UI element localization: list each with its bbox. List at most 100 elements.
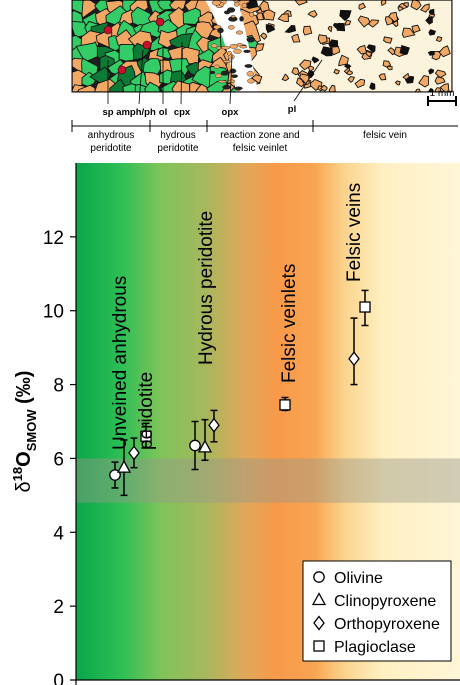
mineral-grain [354,78,366,89]
mineral-grain [182,7,201,25]
legend-label: Clinopyroxene [334,593,436,610]
y-tick-label: 4 [53,523,64,544]
mineral-grain [438,45,451,58]
reaction-grain [222,59,232,63]
mineral-grain [76,84,96,92]
mineral-label-pl: pl [288,104,296,115]
mineral-grain [401,27,416,38]
reaction-grain [211,0,221,6]
mineral-grain [259,32,268,40]
data-point-plagioclase [359,301,371,313]
mineral-grain [118,44,138,62]
zone-label-reaction-1: reaction zone and [220,130,300,141]
reaction-grain [241,2,248,9]
mineral-grain [418,74,430,88]
normal-mantle-band [76,458,460,503]
scale-bar-label: 1 mm [430,88,455,99]
data-point-orthopyroxene [348,351,360,367]
reaction-grain [239,16,244,22]
group-label: Hydrous peridotite [196,211,217,365]
reaction-grain [233,48,242,54]
mineral-grain [414,88,422,92]
reaction-grain [227,7,236,13]
reaction-grain [233,1,240,7]
reaction-grain [218,80,227,84]
data-point-plagioclase [140,430,152,442]
mineral-grain [428,29,436,36]
mineral-grain [307,9,318,18]
zone-bracket: anhydrous peridotite hydrous peridotite … [71,120,458,154]
mineral-grain [369,82,376,90]
plot-area: 0 2 4 6 8 10 12 δ18OSMOW (‰) Unveined anhydrous p… [10,163,460,685]
mineral-grain [339,9,352,22]
mineral-labels: sp amph/ph ol cpx opx pl [102,41,323,118]
mineral-grain [347,76,356,83]
mineral-grain [367,19,380,28]
mineral-grain [206,80,230,92]
data-point-plagioclase [313,640,325,652]
spinel-grain [103,25,113,35]
mineral-grain [332,23,340,29]
mineral-grain [295,77,305,88]
reaction-grain [239,45,248,49]
reaction-grain [230,15,236,18]
mineral-grain [394,80,401,86]
reaction-grain [220,45,231,50]
mineral-grain [345,69,353,76]
reaction-grain [209,70,216,75]
mineral-grain [156,0,175,11]
mineral-grain [434,87,442,92]
data-point-plagioclase [279,399,291,411]
data-point-clinopyroxene [116,459,132,473]
legend-label: Plagioclase [334,639,416,656]
zone-label-anhydrous-2: peridotite [90,143,132,154]
mineral-grain [333,68,340,75]
mineral-grain [428,68,434,75]
mineral-grain [378,73,387,81]
zone-label-felsic-vein: felsic vein [363,130,407,141]
reaction-grain [214,73,223,78]
mineral-grain [144,81,161,92]
mineral-grain [319,84,328,92]
mineral-grain [265,24,276,34]
mineral-grain [382,60,392,68]
mineral-grain [425,15,433,25]
mineral-grain [344,63,352,69]
mineral-grain [358,2,367,11]
mineral-grain [328,84,336,92]
group-label: peridotite [136,372,157,450]
mineral-grain [327,26,333,33]
y-tick-label: 10 [43,302,64,323]
y-tick-label: 8 [53,376,64,397]
mineral-grain [411,24,421,34]
spinel-grain [142,40,152,50]
mineral-grain [366,44,376,53]
mineral-grain [419,3,430,13]
mineral-grain [255,43,265,53]
y-axis-label: δ18OSMOW (‰) [10,371,39,493]
mineral-grain [317,34,328,45]
scale-bar: 1 mm [427,88,457,106]
reaction-grain [235,30,244,35]
mineral-grain [294,0,308,6]
group-label: Felsic veins [344,183,365,282]
reaction-grain [243,49,251,53]
data-point-orthopyroxene [313,615,325,631]
mineral-grain [434,69,447,79]
mineral-grain [344,19,352,26]
mineral-grain [281,73,290,82]
group-label: Unveined anhydrous [110,276,131,450]
y-tick-label: 6 [53,449,64,470]
reaction-grain [216,46,222,50]
mineral-grain [383,36,393,44]
mineral-label-sp: sp [102,107,113,118]
spinel-grain [117,65,127,75]
reaction-grain [220,70,230,76]
mineral-grain [387,11,399,23]
y-tick-label: 12 [43,228,64,249]
mineral-grain [387,47,396,56]
legend-box [302,560,452,662]
mineral-label-ol: ol [159,107,167,118]
mineral-grain [435,36,443,42]
